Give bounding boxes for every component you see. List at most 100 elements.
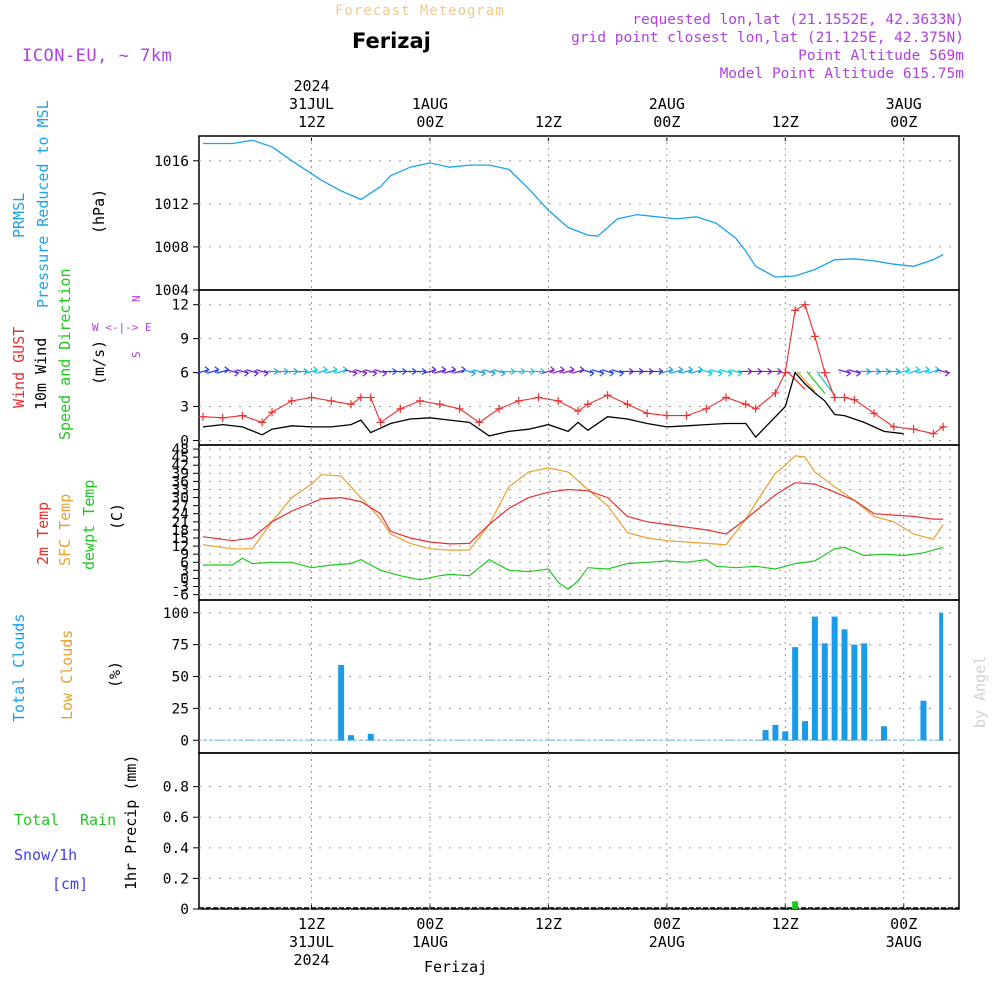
footer-location: Ferizaj bbox=[424, 958, 487, 976]
wind-arrow bbox=[325, 366, 338, 374]
ytick-label: -6 bbox=[172, 588, 189, 604]
cloud-bar bbox=[939, 612, 944, 741]
dewpoint-line bbox=[202, 546, 944, 590]
cloud-bar bbox=[772, 724, 779, 741]
ytick-label: 18 bbox=[172, 523, 189, 539]
rain-cm-label: [cm] bbox=[52, 875, 88, 893]
gust-marker bbox=[198, 412, 207, 421]
cloud-bar bbox=[802, 721, 809, 741]
gust-marker bbox=[268, 408, 277, 417]
ytick-label: 48 bbox=[172, 442, 189, 458]
compass-n: N bbox=[130, 295, 143, 302]
wind-dir-label: Speed and Direction bbox=[56, 268, 74, 440]
wind-arrow bbox=[710, 369, 723, 377]
gust-marker bbox=[396, 404, 405, 413]
wind-arrow bbox=[838, 369, 851, 377]
compass-we: W <-|-> E bbox=[92, 321, 152, 334]
rain-total-label: Total bbox=[14, 811, 59, 829]
cloud-bar bbox=[347, 735, 354, 741]
sfc-temp-line bbox=[202, 455, 944, 551]
top-time-label: 3AUG bbox=[886, 95, 922, 113]
wind-arrow bbox=[236, 369, 249, 377]
ytick-label: 0 bbox=[180, 733, 189, 749]
gust-marker bbox=[870, 409, 879, 418]
wind-arrow bbox=[601, 369, 614, 377]
model-altitude: Model Point Altitude 615.75m bbox=[720, 66, 965, 82]
gust-marker bbox=[554, 396, 563, 405]
ytick-label: 0 bbox=[180, 433, 189, 449]
cloud-bar bbox=[880, 726, 887, 741]
wind-grid bbox=[199, 290, 959, 445]
gust-marker bbox=[840, 393, 849, 402]
wind-arrow bbox=[433, 366, 447, 374]
ytick-label: 27 bbox=[172, 499, 189, 515]
pressure-label-msl: Pressure Reduced to MSL bbox=[34, 100, 52, 308]
ytick-label: 25 bbox=[172, 701, 189, 717]
clouds-bars bbox=[338, 612, 944, 741]
cloud-bar bbox=[782, 731, 789, 741]
wind-gust-label: Wind GUST bbox=[10, 327, 28, 408]
wind-arrow bbox=[423, 366, 437, 374]
bottom-time-label: 00Z bbox=[416, 915, 443, 933]
wind-unit: (m/s) bbox=[90, 340, 108, 385]
cloud-bar bbox=[831, 616, 838, 741]
wind-arrow bbox=[206, 366, 220, 374]
temp-2m-label: 2m Temp bbox=[34, 502, 52, 565]
top-time-label: 00Z bbox=[890, 113, 917, 131]
wind-gust-markers bbox=[198, 300, 948, 438]
ytick-label: 50 bbox=[172, 670, 189, 686]
wind-arrow bbox=[305, 366, 318, 374]
wind-arrow bbox=[907, 366, 920, 374]
ytick-label: 0.8 bbox=[163, 780, 189, 796]
gust-marker bbox=[514, 396, 523, 405]
ytick-label: 9 bbox=[180, 332, 189, 348]
gust-marker bbox=[416, 396, 425, 405]
wind-arrow bbox=[542, 366, 555, 374]
ytick-label: 9 bbox=[180, 547, 189, 563]
rain-snow-label: Snow/1h bbox=[14, 846, 77, 864]
bottom-time-label: 12Z bbox=[298, 915, 325, 933]
gust-marker bbox=[751, 404, 760, 413]
precip-bars bbox=[792, 901, 799, 909]
top-time-label: 31JUL bbox=[289, 95, 334, 113]
clouds-total-label: Total Clouds bbox=[10, 614, 28, 722]
pressure-panel: 1004 1008 1012 1016 PRMSL Pressure Reduced … bbox=[10, 100, 960, 308]
gust-marker bbox=[356, 393, 365, 402]
gust-marker bbox=[435, 400, 444, 409]
gust-marker bbox=[376, 418, 385, 427]
pressure-yticks: 1004 1008 1012 1016 bbox=[154, 154, 199, 299]
gust-marker bbox=[574, 407, 583, 416]
ytick-label: 75 bbox=[172, 638, 189, 654]
top-time-label: 2AUG bbox=[649, 95, 685, 113]
watermark: by Angel bbox=[971, 656, 989, 728]
wind-arrow bbox=[483, 369, 496, 377]
gust-marker bbox=[791, 306, 800, 315]
temp-sfc-label: SFC Temp bbox=[56, 494, 74, 566]
gust-marker bbox=[741, 400, 750, 409]
gust-marker bbox=[327, 396, 336, 405]
cloud-bar bbox=[851, 644, 858, 741]
bottom-time-label: 1AUG bbox=[412, 933, 448, 951]
ytick-label: 1004 bbox=[154, 283, 189, 299]
gust-marker bbox=[850, 395, 859, 404]
wind-gust-line bbox=[202, 303, 944, 435]
gust-marker bbox=[366, 393, 375, 402]
wind-arrow bbox=[670, 366, 684, 374]
gust-marker bbox=[495, 404, 504, 413]
cloud-bar bbox=[367, 733, 374, 741]
ytick-label: 42 bbox=[172, 458, 189, 474]
pressure-line bbox=[202, 139, 944, 278]
gust-marker bbox=[346, 400, 355, 409]
wind-arrow bbox=[552, 366, 565, 374]
ytick-label: 0.4 bbox=[163, 841, 189, 857]
wind-arrow bbox=[897, 366, 911, 374]
precip-frame bbox=[198, 752, 960, 910]
point-altitude: Point Altitude 569m bbox=[798, 48, 964, 64]
top-time-label: 12Z bbox=[535, 113, 562, 131]
ytick-label: 15 bbox=[172, 531, 189, 547]
cloud-bar bbox=[920, 700, 927, 741]
bottom-time-label: 00Z bbox=[653, 915, 680, 933]
